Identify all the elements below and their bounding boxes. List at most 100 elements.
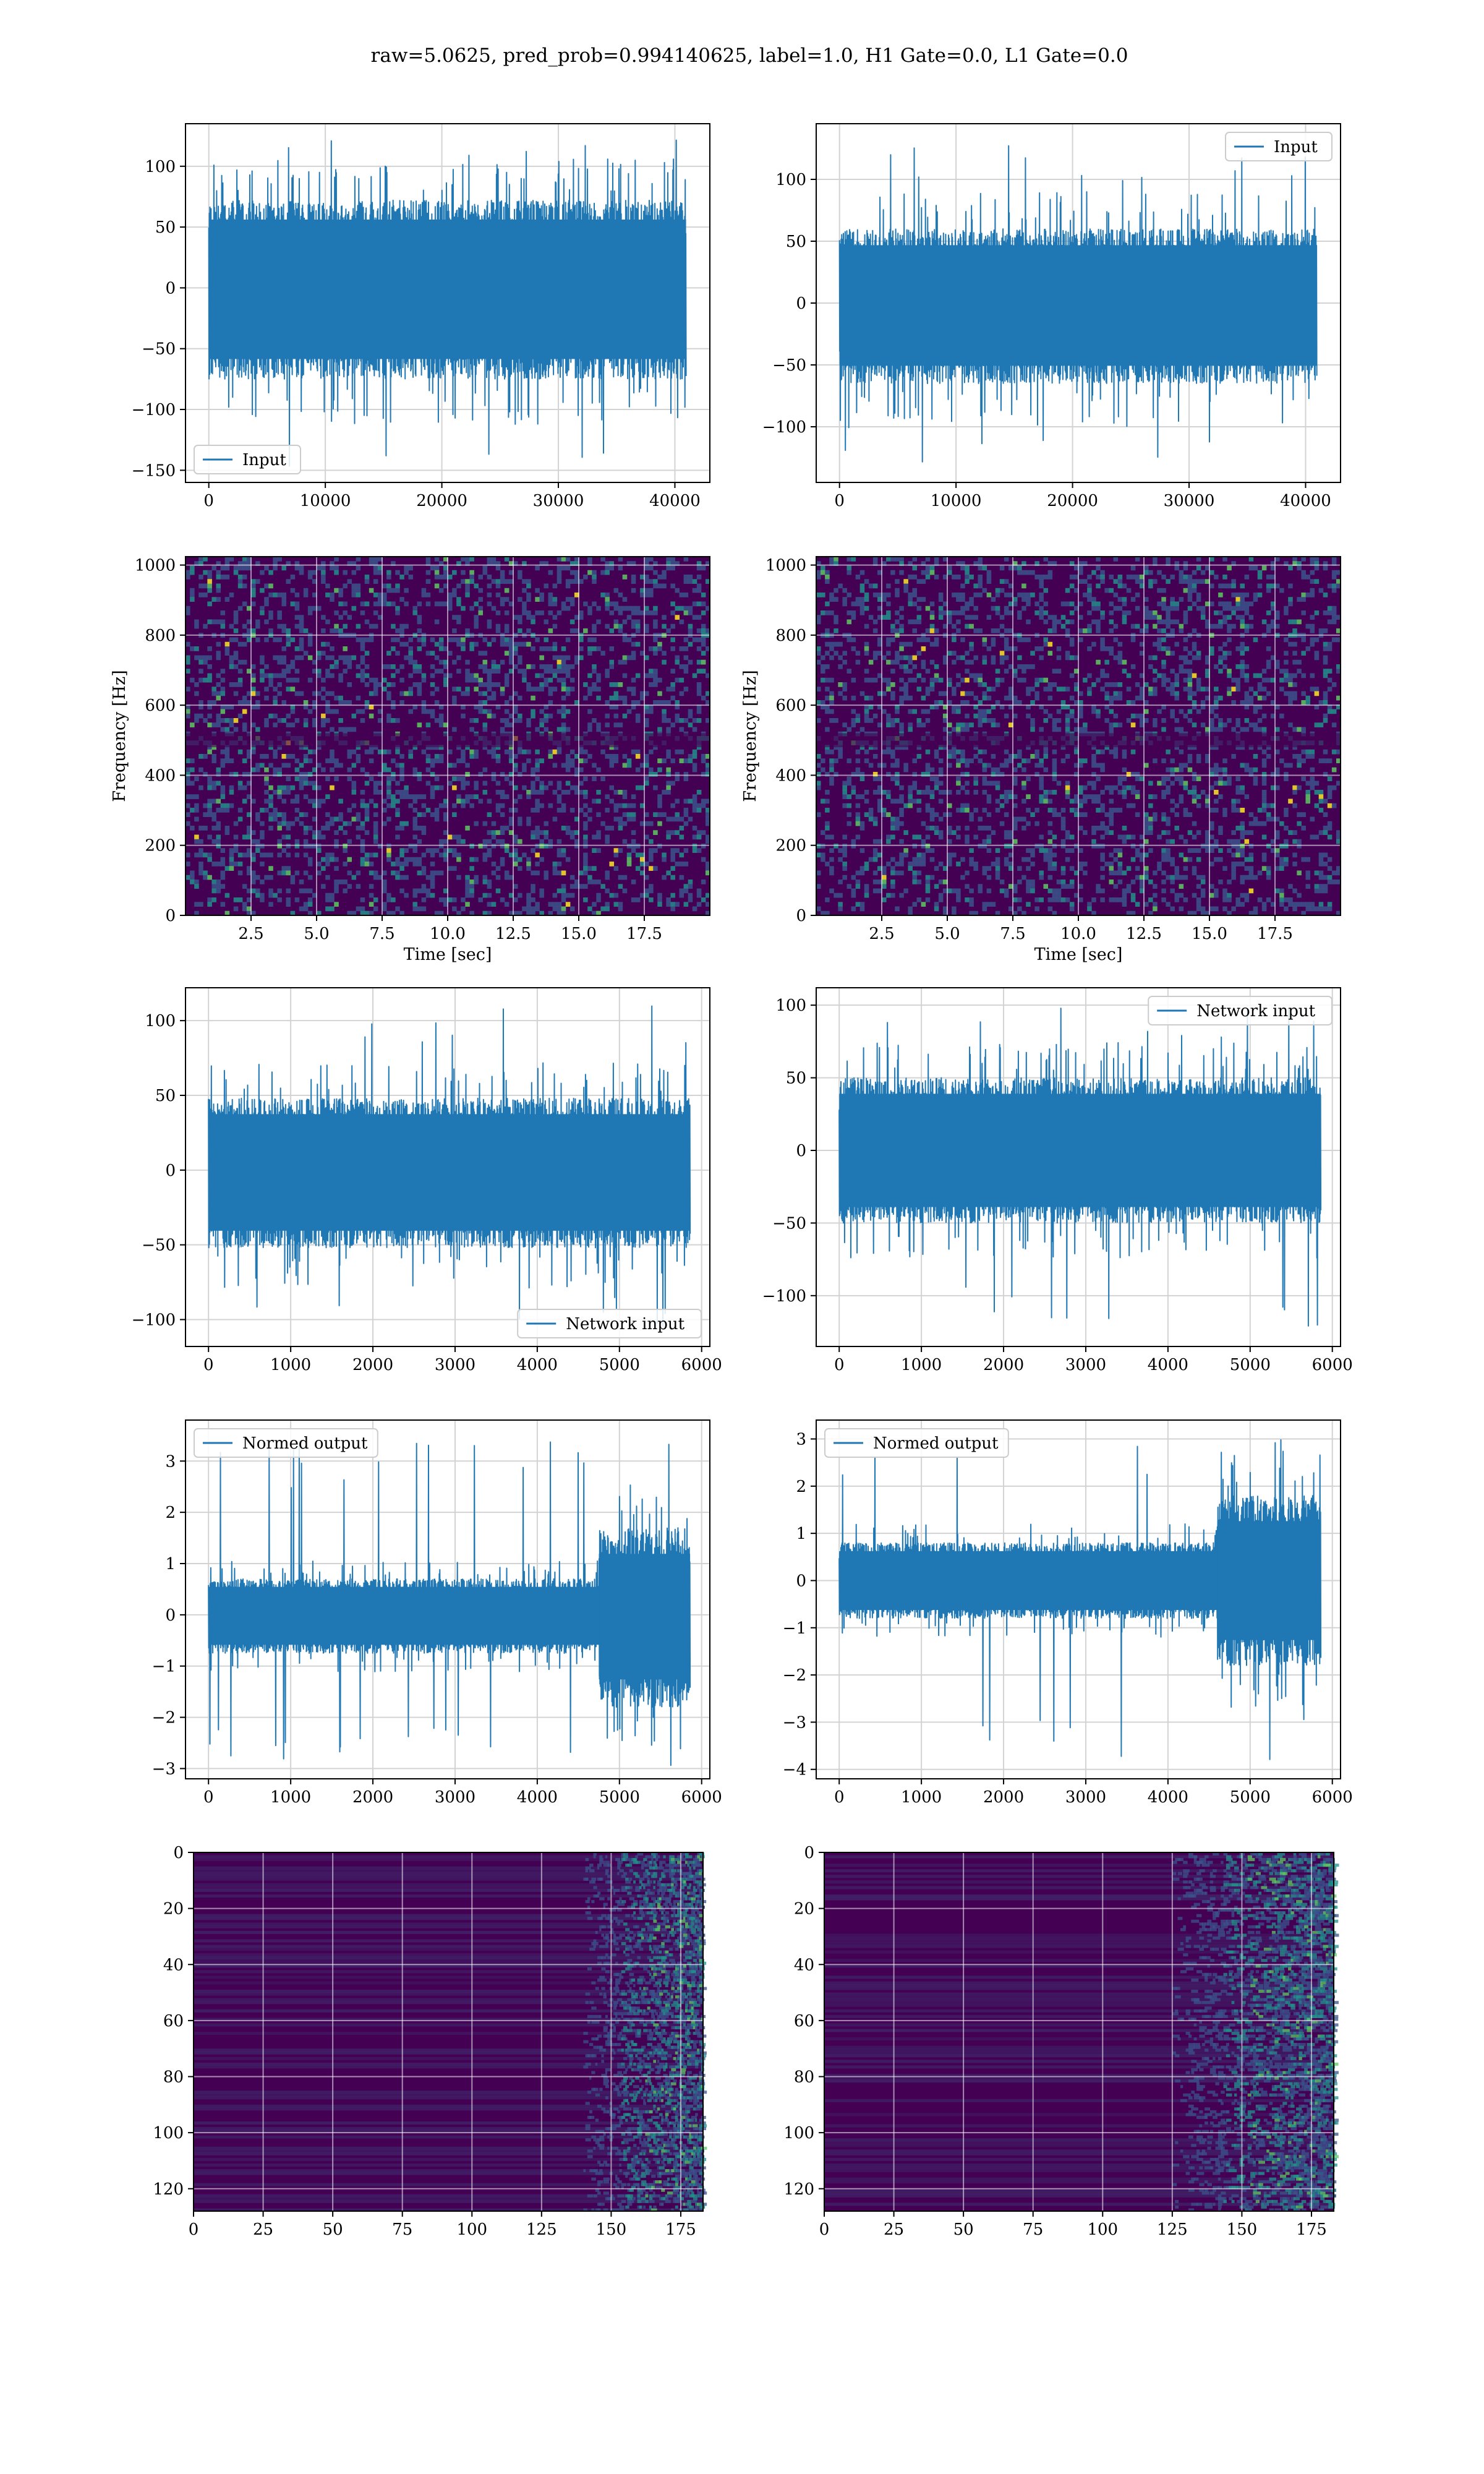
- spectrogram-l1-cell: [1039, 870, 1044, 876]
- spectrogram-h1-cell: [688, 713, 693, 719]
- spectrogram-h1-cell: [631, 588, 636, 593]
- spectrogram-l1-cell: [1174, 619, 1180, 625]
- spectrogram-h1-cell: [290, 722, 296, 727]
- spectrogram-l1-cell: [929, 623, 935, 629]
- spectrogram-l1-cell: [855, 758, 861, 763]
- spectrogram-l1-cell: [886, 641, 891, 647]
- spectrogram-l1-cell: [1026, 902, 1031, 907]
- spectrogram-h1-cell: [325, 673, 330, 678]
- spectrogram-h1-cell: [653, 606, 658, 611]
- spectrogram-h1-cell: [260, 880, 265, 884]
- spectrogram-l1-cell: [1161, 682, 1166, 687]
- spectrogram-l1-cell: [1100, 610, 1105, 615]
- spectrogram-h1-cell: [421, 794, 427, 799]
- spectrogram-h1-cell: [653, 848, 658, 853]
- spectrogram-l1-cell: [1109, 651, 1114, 656]
- spectrogram-h1-cell: [692, 601, 697, 607]
- spectrogram-l1-cell: [1087, 691, 1092, 696]
- spectrogram-h1-cell: [526, 910, 531, 916]
- spectrogram-h1-cell: [255, 848, 260, 853]
- spectrogram-h1-cell: [526, 597, 531, 602]
- spectrogram-h1-cell: [360, 610, 365, 615]
- spectrogram-h1-cell: [268, 593, 273, 597]
- spectrogram-l1-cell: [838, 641, 843, 647]
- spectrogram-h1-cell: [369, 870, 374, 876]
- spectrogram-l1-cell: [838, 745, 843, 750]
- spectrogram-h1-cell: [307, 570, 313, 575]
- spectrogram-l1-cell: [1096, 659, 1101, 665]
- spectrogram-h1-cell: [395, 826, 400, 831]
- spectrogram-h1-cell: [303, 651, 309, 656]
- spectrogram-h1-cell: [281, 718, 287, 723]
- spectrogram-h1-cell: [425, 722, 431, 727]
- spectrogram-l1-cell: [1117, 781, 1123, 786]
- spectrogram-h1-cell: [216, 808, 221, 813]
- spectrogram-h1-cell: [198, 700, 203, 705]
- spectrogram-h1-cell: [561, 906, 566, 912]
- spectrogram-h1-cell: [194, 718, 199, 723]
- spectrogram-l1-cell: [1096, 749, 1101, 755]
- spectrogram-h1-cell: [351, 606, 357, 611]
- spectrogram-h1-cell: [670, 830, 675, 835]
- spectrogram-h1-cell: [273, 655, 278, 661]
- spectrogram-h1-cell: [583, 575, 588, 580]
- spectrogram-l1-cell: [1030, 700, 1035, 705]
- spectrogram-l1-cell: [1047, 888, 1053, 894]
- spectrogram-h1-cell: [579, 579, 584, 584]
- spectrogram-h1-xtick-label-5: 15.0: [561, 925, 597, 943]
- spectrogram-h1-cell: [294, 798, 300, 804]
- spectrogram-l1-cell: [934, 641, 939, 647]
- spectrogram-l1-cell: [821, 852, 825, 858]
- spectrogram-l1-cell: [952, 709, 957, 714]
- spectrogram-h1-cell: [631, 687, 636, 691]
- spectrogram-h1-cell: [364, 651, 370, 656]
- spectrogram-h1-cell: [438, 561, 444, 566]
- spectrogram-l1-cell: [942, 575, 948, 580]
- spectrogram-h1-cell: [649, 897, 654, 902]
- spectrogram-h1-cell: [696, 669, 702, 674]
- spectrogram-l1-cell: [1174, 565, 1180, 571]
- spectrogram-h1-cell: [260, 754, 265, 759]
- spectrogram-h1-cell: [260, 852, 265, 858]
- spectrogram-h1-cell: [186, 767, 190, 773]
- spectrogram-l1-cell: [1113, 722, 1119, 727]
- spectrogram-l1-cell: [1135, 713, 1140, 719]
- spectrogram-h1-cell: [508, 875, 514, 880]
- spectrogram-h1-cell: [461, 713, 466, 719]
- spectrogram-h1-cell: [666, 565, 671, 571]
- spectrogram-l1-cell: [929, 601, 935, 607]
- spectrogram-h1-cell: [190, 565, 195, 571]
- spectrogram-h1-cell: [198, 557, 203, 562]
- spectrogram-h1-cell: [508, 781, 514, 786]
- spectrogram-l1-cell: [1083, 579, 1088, 584]
- spectrogram-h1-cell: [412, 834, 418, 840]
- spectrogram-h1-cell: [216, 722, 221, 727]
- spectrogram-h1-cell: [417, 870, 422, 876]
- spectrogram-l1-cell: [855, 821, 861, 826]
- spectrogram-h1-cell: [395, 588, 400, 593]
- input-h1-xtick-label-2: 20000: [416, 492, 467, 510]
- spectrogram-h1-cell: [531, 709, 535, 714]
- spectrogram-h1-cell: [307, 709, 313, 714]
- spectrogram-l1-cell: [1179, 749, 1184, 755]
- spectrogram-h1-cell: [325, 593, 330, 597]
- spectrogram-h1-cell: [277, 718, 282, 723]
- spectrogram-l1-cell: [842, 848, 847, 853]
- spectrogram-h1-cell: [443, 673, 448, 678]
- spectrogram-l1-cell: [895, 579, 900, 584]
- spectrogram-h1-cell: [343, 727, 348, 732]
- spectrogram-h1-cell: [421, 593, 427, 597]
- spectrogram-h1-cell: [430, 637, 435, 643]
- spectrogram-h1-cell: [386, 910, 391, 916]
- spectrogram-h1-cell: [579, 615, 584, 620]
- spectrogram-l1-cell: [912, 880, 918, 884]
- spectrogram-l1-cell: [895, 610, 900, 615]
- spectrogram-l1-cell: [1021, 826, 1026, 831]
- spectrogram-l1-cell: [829, 888, 834, 894]
- spectrogram-l1-cell: [1139, 880, 1145, 884]
- spectrogram-h1-cell: [609, 862, 615, 867]
- spectrogram-l1-cell: [1113, 754, 1119, 759]
- spectrogram-l1-cell: [877, 722, 882, 727]
- spectrogram-h1-cell: [190, 588, 195, 593]
- spectrogram-l1-cell: [1109, 816, 1114, 822]
